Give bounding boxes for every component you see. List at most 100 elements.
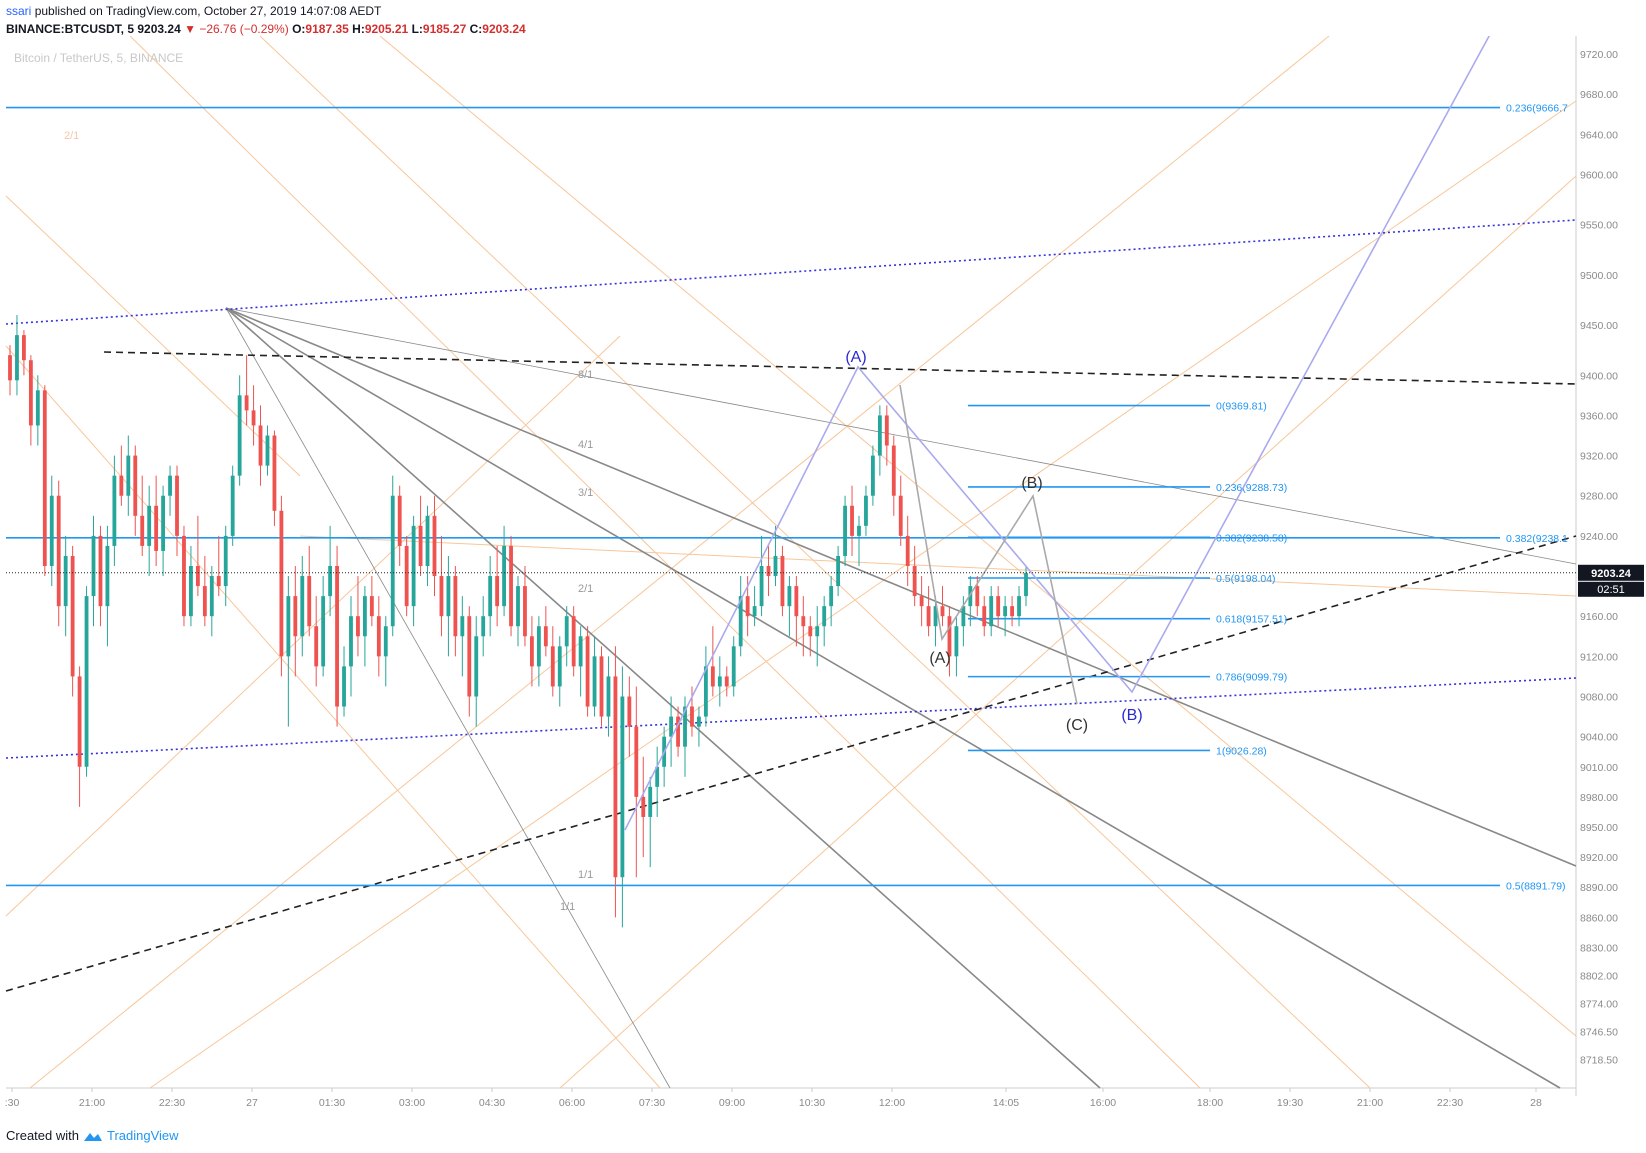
price-tick-label: 9400.00 (1580, 370, 1618, 382)
footer-brand[interactable]: TradingView (106, 1128, 179, 1143)
candle-body (780, 555, 785, 607)
candle-body (446, 576, 451, 617)
candle-body (717, 676, 722, 687)
candle-body (168, 475, 172, 496)
candle-body (63, 555, 68, 607)
last-price: 9203.24 (137, 22, 181, 36)
candle-body (502, 545, 506, 607)
gray-wave-label: (B) (1021, 475, 1042, 492)
candle-body (606, 676, 611, 717)
price-tick-label: 8718.50 (1580, 1054, 1618, 1066)
last-price-badge-text: 9203.24 (1591, 568, 1632, 580)
price-tick-label: 9680.00 (1580, 89, 1618, 101)
candle-body (342, 666, 346, 707)
candle-body (467, 616, 472, 697)
fan-label: 8/1 (578, 369, 593, 381)
price-tick-label: 9640.00 (1580, 129, 1618, 141)
candle-body (439, 576, 444, 617)
candle-body (244, 395, 249, 411)
candle-body (175, 475, 179, 536)
fan-label: 2/1 (578, 583, 593, 595)
candle-body (759, 566, 764, 607)
candle-body (349, 616, 353, 667)
candle-body (857, 525, 861, 536)
gann-label-1-1: 1/1 (560, 901, 575, 913)
candle-body (376, 616, 381, 657)
fib-label: 0(9369.81) (1216, 401, 1267, 413)
candle-body (488, 576, 493, 617)
gann-line (5, 335, 621, 917)
candle-body (453, 576, 458, 637)
candle-body (209, 576, 214, 617)
candle-body (279, 510, 284, 657)
candle-body (237, 395, 242, 476)
footer: Created with TradingView (6, 1128, 179, 1143)
candle-body (752, 606, 757, 617)
candle-body (745, 596, 750, 617)
price-tick-label: 9120.00 (1580, 651, 1618, 663)
blue-wave-label: (A) (845, 349, 866, 366)
candle-body (620, 696, 625, 878)
gray-wave-path (899, 384, 1078, 705)
candle-body (251, 410, 256, 426)
candle-body (321, 596, 326, 667)
fan-line (225, 307, 671, 1089)
price-chart[interactable]: Bitcoin / TetherUS, 5, BINANCE 1/1 2/1 8/1 4… (0, 36, 1646, 1124)
gann-line (5, 195, 301, 477)
price-tick-label: 9280.00 (1580, 491, 1618, 503)
blue-wave-label: (B) (1121, 707, 1142, 724)
fan-line (225, 307, 1577, 565)
candle-body (801, 616, 806, 627)
candle-body (314, 626, 319, 667)
candle-body (683, 706, 687, 747)
ohlc-line: BINANCE:BTCUSDT, 5 9203.24 ▼ −26.76 (−0.… (6, 22, 526, 36)
gann-line (259, 36, 1371, 1089)
candle-body (265, 435, 270, 466)
candle-body (126, 455, 131, 496)
candle-body (982, 606, 987, 627)
candle-body (926, 606, 931, 627)
candle-body (272, 435, 277, 511)
candle-body (495, 576, 500, 607)
price-tick-label: 9040.00 (1580, 732, 1618, 744)
high-label: H: (352, 22, 365, 36)
fib-label: 0.618(9157.51) (1216, 614, 1287, 626)
candle-body (77, 676, 82, 767)
candle-body (369, 596, 374, 617)
candle-body (822, 606, 827, 627)
time-tick-label: 14:05 (993, 1097, 1019, 1109)
time-tick-label: :30 (5, 1097, 20, 1109)
candle-body (35, 390, 40, 426)
candle-body (195, 566, 200, 587)
countdown-badge (1578, 581, 1644, 597)
candle-body (536, 626, 541, 667)
close-value: 9203.24 (482, 22, 526, 36)
gann-line (129, 36, 1201, 1089)
chart-title: Bitcoin / TetherUS, 5, BINANCE (14, 51, 183, 65)
candle-body (676, 716, 680, 747)
author-link[interactable]: ssari (6, 4, 32, 18)
price-tick-label: 9600.00 (1580, 170, 1618, 182)
time-tick-label: 21:00 (1357, 1097, 1383, 1109)
open-value: 9187.35 (305, 22, 349, 36)
fib-label: 1(9026.28) (1216, 745, 1267, 757)
candle-body (216, 576, 221, 587)
candle-body (8, 355, 12, 381)
candle-body (307, 576, 312, 627)
candle-body (836, 555, 841, 587)
time-tick-label: 18:00 (1197, 1097, 1223, 1109)
candle-body (634, 726, 639, 797)
candle-body (28, 360, 33, 426)
candle-body (223, 535, 228, 587)
time-tick-label: 12:00 (879, 1097, 905, 1109)
candle-body (258, 425, 263, 466)
candle-body (411, 525, 416, 607)
candle-body (655, 766, 660, 787)
candle-body (133, 455, 138, 516)
candle-body (870, 455, 875, 496)
price-tick-label: 8746.50 (1580, 1026, 1618, 1038)
gray-wave-label: (C) (1066, 717, 1088, 734)
gray-wave-label: (A) (929, 650, 950, 667)
price-tick-label: 8830.00 (1580, 942, 1618, 954)
candle-body (202, 586, 207, 617)
